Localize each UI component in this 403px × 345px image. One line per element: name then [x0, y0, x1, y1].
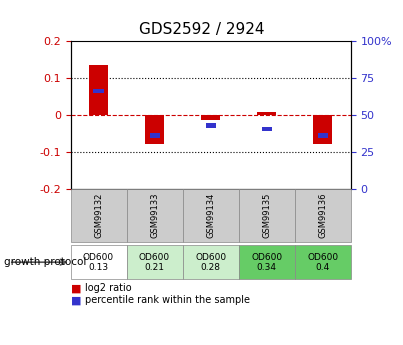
Text: GSM99133: GSM99133 — [150, 193, 159, 238]
Text: OD600
0.28: OD600 0.28 — [195, 253, 226, 272]
Bar — [257, 112, 276, 115]
Bar — [183, 189, 239, 241]
Text: OD600
0.34: OD600 0.34 — [251, 253, 282, 272]
Text: log2 ratio: log2 ratio — [85, 283, 131, 293]
Bar — [183, 245, 239, 279]
Bar — [71, 189, 127, 241]
Bar — [239, 245, 295, 279]
Bar — [239, 189, 295, 241]
Text: ■: ■ — [71, 283, 81, 293]
Bar — [89, 65, 108, 115]
Bar — [262, 127, 272, 131]
Bar — [93, 89, 104, 93]
Bar — [295, 189, 351, 241]
Bar — [318, 133, 328, 138]
Text: GSM99134: GSM99134 — [206, 193, 215, 238]
Bar — [295, 245, 351, 279]
Text: GSM99132: GSM99132 — [94, 193, 103, 238]
Text: OD600
0.21: OD600 0.21 — [139, 253, 170, 272]
Bar — [150, 133, 160, 138]
Bar — [127, 245, 183, 279]
Text: OD600
0.13: OD600 0.13 — [83, 253, 114, 272]
Text: ■: ■ — [71, 295, 81, 305]
Text: growth protocol: growth protocol — [4, 257, 86, 267]
Text: GSM99136: GSM99136 — [318, 193, 327, 238]
Text: OD600
0.4: OD600 0.4 — [307, 253, 338, 272]
Bar — [145, 115, 164, 144]
Bar — [127, 189, 183, 241]
Bar — [71, 245, 127, 279]
Bar — [206, 123, 216, 128]
Bar — [201, 115, 220, 120]
Text: percentile rank within the sample: percentile rank within the sample — [85, 295, 249, 305]
Text: GDS2592 / 2924: GDS2592 / 2924 — [139, 22, 264, 37]
Text: GSM99135: GSM99135 — [262, 193, 271, 238]
Bar — [313, 115, 332, 144]
